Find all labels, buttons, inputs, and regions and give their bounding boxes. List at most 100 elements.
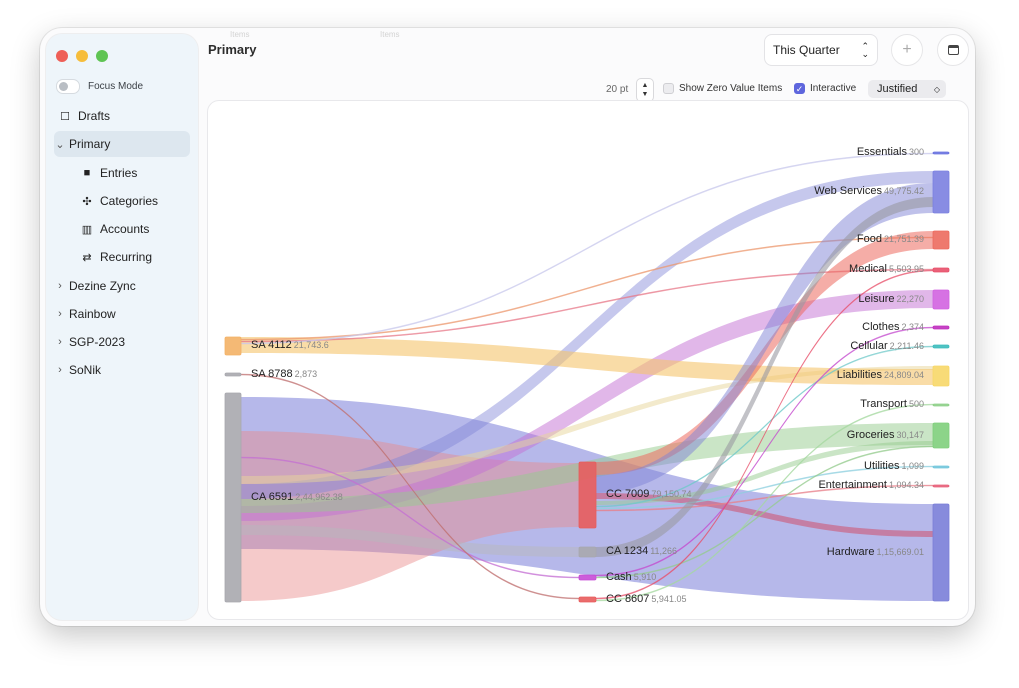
interactive-checkbox[interactable]: ✓: [794, 83, 805, 94]
focus-mode-toggle[interactable]: [56, 78, 80, 94]
sidebar-item-sgp-2023[interactable]: › SGP-2023: [54, 329, 190, 355]
calendar-button[interactable]: [937, 34, 969, 66]
chevron-right-icon[interactable]: ›: [58, 336, 62, 348]
interactive-checkbox-row[interactable]: ✓ Interactive: [794, 83, 856, 94]
node-utilities[interactable]: [932, 465, 950, 469]
sidebar-item-rainbow[interactable]: › Rainbow: [54, 301, 190, 327]
link-ca-6591-to-web-services[interactable]: [241, 171, 933, 499]
focus-mode-row: Focus Mode: [56, 78, 143, 94]
node-label-food: Food 21,751.39: [857, 233, 924, 246]
link-ca-1234-to-web-services[interactable]: [596, 197, 933, 557]
link-cc-7009-to-groceries[interactable]: [596, 441, 933, 505]
link-sa-4112-to-essentials[interactable]: [240, 152, 934, 345]
repeat-icon: ⇄: [82, 251, 92, 264]
node-entertainment[interactable]: [932, 484, 950, 488]
sidebar-item-label: Primary: [69, 137, 111, 151]
node-leisure[interactable]: [932, 289, 950, 310]
add-button[interactable]: +: [891, 34, 923, 66]
show-zero-checkbox-row[interactable]: Show Zero Value Items: [663, 83, 782, 94]
sankey-chart-panel: SA 4112 21,743.6 SA 8788 2,873 CA 6591 2,44,9…: [207, 100, 969, 620]
link-cc-7009-to-web-services[interactable]: [596, 183, 933, 493]
node-name: Food: [856, 233, 882, 245]
link-ca-6591-to-leisure[interactable]: [241, 290, 933, 521]
sidebar-item-label: Accounts: [100, 222, 150, 236]
node-label-entertainment: Entertainment 1,094.34: [818, 479, 924, 492]
sidebar-item-label: SoNik: [69, 363, 102, 377]
chevron-right-icon[interactable]: ›: [58, 364, 62, 376]
node-sa-8788[interactable]: [224, 372, 242, 377]
sidebar-item-categories[interactable]: ✣ Categories: [54, 188, 190, 214]
node-label-essentials: Essentials 300: [857, 146, 924, 159]
sidebar-item-accounts[interactable]: ▥ Accounts: [54, 216, 190, 242]
close-window-button[interactable]: [56, 50, 68, 62]
period-select[interactable]: This Quarter ⌃ ⌄: [764, 34, 878, 66]
node-label-liabilities: Liabilities 24,809.04: [837, 369, 924, 382]
node-value: 5,941.05: [651, 593, 687, 604]
chevron-down-icon[interactable]: ⌄: [55, 138, 65, 151]
minimize-window-button[interactable]: [76, 50, 88, 62]
sidebar-item-entries[interactable]: ■ Entries: [54, 160, 190, 186]
node-groceries[interactable]: [932, 422, 950, 449]
sidebar-item-drafts[interactable]: ☐ Drafts: [54, 103, 190, 129]
link-ca-6591-to-liabilities[interactable]: [241, 366, 933, 484]
node-hardware[interactable]: [932, 503, 950, 602]
node-label-ca-1234: CA 1234 11,266: [606, 545, 677, 558]
sidebar-item-primary[interactable]: ⌄ Primary: [54, 131, 190, 157]
app-window: Focus Mode ☐ Drafts ⌄ Primary ■ Entries …: [40, 28, 975, 626]
node-name: Groceries: [846, 428, 895, 441]
node-label-cellular: Cellular 2,211.46: [850, 340, 924, 353]
node-medical[interactable]: [932, 267, 950, 273]
node-transport[interactable]: [932, 403, 950, 407]
node-name: Essentials: [856, 146, 907, 158]
sidebar-item-recurring[interactable]: ⇄ Recurring: [54, 244, 190, 270]
node-label-cash: Cash 5,910: [606, 571, 656, 584]
node-food[interactable]: [932, 230, 950, 250]
node-width-stepper[interactable]: ▲ ▼: [636, 78, 654, 102]
sidebar-item-dezine-zync[interactable]: › Dezine Zync: [54, 273, 190, 299]
node-sa-4112[interactable]: [224, 336, 242, 356]
node-value: 2,211.46: [889, 340, 924, 351]
zoom-window-button[interactable]: [96, 50, 108, 62]
node-cellular[interactable]: [932, 344, 950, 349]
node-label-sa-8788: SA 8788 2,873: [251, 368, 317, 381]
node-label-web-services: Web Services 49,775.42: [814, 185, 924, 198]
chevron-right-icon[interactable]: ›: [58, 308, 62, 320]
ghost-tab: Items: [230, 30, 250, 39]
node-value: 2,44,962.38: [295, 491, 343, 502]
node-ca-1234[interactable]: [578, 546, 597, 558]
node-label-groceries: Groceries 30,147: [847, 429, 924, 442]
node-label-medical: Medical 5,503.95: [849, 263, 924, 276]
chevron-up-icon[interactable]: ▲: [641, 82, 649, 89]
sidebar-item-sonik[interactable]: › SoNik: [54, 357, 190, 383]
node-ca-6591[interactable]: [224, 392, 242, 603]
node-name: CA 1234: [606, 545, 649, 557]
square-icon: ☐: [60, 110, 70, 123]
alignment-select[interactable]: Justified ◇: [868, 80, 946, 98]
node-name: Cash: [606, 570, 632, 583]
show-zero-checkbox[interactable]: [663, 83, 674, 94]
chevron-right-icon[interactable]: ›: [58, 280, 62, 292]
node-cc-8607[interactable]: [578, 596, 597, 603]
sidebar-item-label: Rainbow: [69, 307, 116, 321]
node-value: 2,374: [901, 321, 924, 332]
page-title: Primary: [208, 42, 257, 57]
link-sa-4112-to-liabilities[interactable]: [241, 337, 933, 385]
node-value: 5,910: [633, 571, 657, 582]
node-liabilities[interactable]: [932, 365, 950, 387]
link-cc-7009-to-hardware[interactable]: [596, 493, 933, 537]
link-ca-6591-to-cc-7009[interactable]: [241, 431, 579, 601]
chevron-down-icon[interactable]: ▼: [641, 91, 649, 98]
node-width-field[interactable]: 20 pt: [606, 84, 628, 95]
node-value: 22,270: [896, 293, 924, 304]
node-essentials[interactable]: [932, 151, 950, 155]
calendar-icon: [947, 45, 959, 55]
sidebar-item-label: Drafts: [78, 109, 111, 123]
link-ca-6591-to-ca-1234[interactable]: [241, 525, 579, 557]
node-cc-7009[interactable]: [578, 461, 597, 529]
node-name: Transport: [860, 398, 907, 410]
node-name: SA 4112: [251, 339, 292, 351]
node-web-services[interactable]: [932, 170, 950, 214]
node-clothes[interactable]: [932, 325, 950, 330]
node-cash[interactable]: [578, 574, 597, 581]
updown-chevron-icon: ◇: [933, 84, 940, 94]
